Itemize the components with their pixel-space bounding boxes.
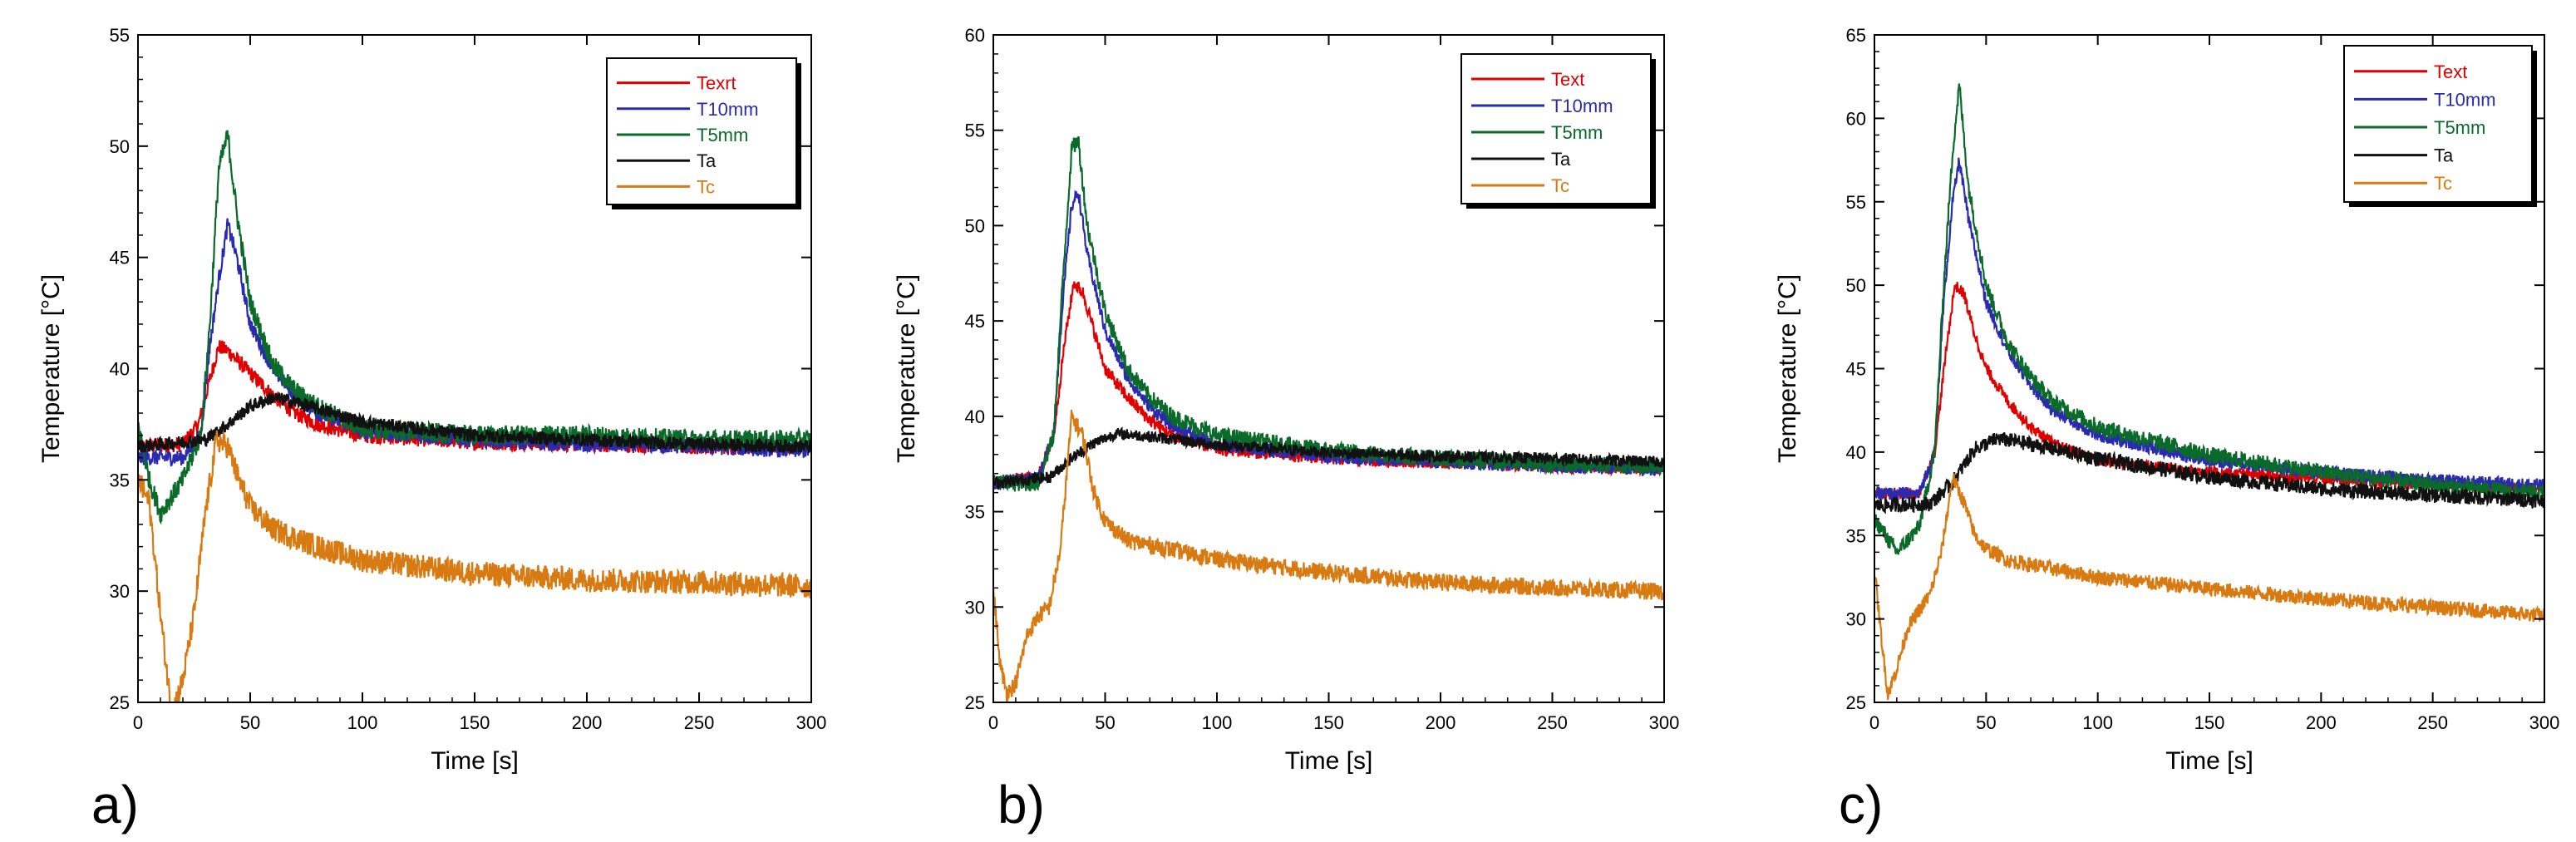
legend-label-text: Text [1551,69,1584,90]
y-tick-label: 25 [1846,692,1866,713]
x-tick-label: 200 [1426,712,1456,733]
x-tick-label: 300 [1649,712,1680,733]
x-tick-label: 50 [1095,712,1115,733]
panel-label: b) [997,775,1045,835]
legend: Text T10mm T5mm Ta Tc [1460,53,1656,209]
legend-label-t10mm: T10mm [697,99,759,120]
legend-label-text: Text [2434,62,2467,82]
x-tick-label: 150 [2194,712,2225,733]
y-tick-label: 55 [965,121,985,141]
panel-label: a) [91,775,139,835]
y-tick-label: 30 [1846,609,1866,630]
x-tick-label: 100 [2082,712,2113,733]
y-tick-label: 30 [965,597,985,618]
legend-label-tc: Tc [2434,173,2452,194]
x-tick-label: 0 [988,712,998,733]
x-tick-label: 50 [1976,712,1996,733]
y-tick-label: 50 [965,215,985,236]
legend-label-t5mm: T5mm [2434,117,2485,138]
series-line-t5mm [138,130,811,525]
x-tick-label: 100 [347,712,378,733]
y-tick-label: 40 [110,359,130,380]
y-tick-label: 30 [110,581,130,602]
x-tick-label: 0 [133,712,143,733]
x-tick-label: 150 [460,712,490,733]
series-line-tc [138,430,811,702]
chart-panel-c: 0 50 100 150 200 250 300 25 30 35 40 45 50 55 60 65 Time… [1774,25,2559,835]
series-line-tc [993,410,1664,702]
y-tick-label: 35 [110,470,130,490]
y-tick-label: 45 [110,248,130,268]
series-line-ta [138,392,811,455]
y-tick-label: 45 [965,311,985,332]
x-tick-label: 50 [240,712,260,733]
y-tick-label: 25 [965,692,985,713]
series-line-tc [1874,473,2544,700]
x-tick-label: 150 [1313,712,1344,733]
x-tick-label: 200 [2306,712,2337,733]
legend-label-t5mm: T5mm [1551,122,1603,143]
x-tick-label: 0 [1869,712,1879,733]
x-tick-label: 300 [796,712,827,733]
y-axis-title: Temperature [°C] [1774,274,1801,463]
y-tick-label: 25 [110,692,130,713]
x-tick-label: 200 [572,712,603,733]
series-line-t10mm [138,218,811,467]
legend-label-ta: Ta [1551,149,1571,170]
y-tick-label: 60 [1846,108,1866,129]
legend-label-t10mm: T10mm [1551,96,1613,116]
chart-panel-a: 0 50 100 150 200 250 300 25 30 35 40 45 50 55 Time [s]… [37,25,826,835]
y-tick-label: 60 [965,25,985,46]
y-tick-label: 40 [965,406,985,427]
y-tick-label: 40 [1846,442,1866,463]
chart-panel-b: 0 50 100 150 200 250 300 25 30 35 40 45 50 55 60 Time [… [893,25,1679,835]
y-tick-label: 50 [1846,275,1866,296]
legend-label-ta: Ta [2434,145,2454,166]
legend-label-t10mm: T10mm [2434,89,2496,110]
y-axis-title: Temperature [°C] [37,274,65,463]
y-axis-title: Temperature [°C] [893,274,920,463]
x-axis-title: Time [s] [431,747,519,775]
x-tick-label: 250 [2417,712,2448,733]
x-axis-title: Time [s] [1285,747,1373,775]
legend-label-ta: Ta [697,150,717,171]
x-axis-title: Time [s] [2165,747,2253,775]
y-tick-label: 55 [1846,192,1866,213]
legend-label-tc: Tc [697,176,715,197]
legend: Text T10mm T5mm Ta Tc [2343,45,2537,207]
legend-label-tc: Tc [1551,175,1569,196]
series-line-ta [1874,431,2544,515]
x-tick-label: 300 [2529,712,2560,733]
y-tick-label: 55 [110,25,130,46]
y-tick-label: 65 [1846,25,1866,46]
panel-label: c) [1839,775,1883,835]
x-tick-label: 250 [684,712,715,733]
legend: Texrt T10mm T5mm Ta Tc [606,57,801,209]
y-tick-label: 35 [965,502,985,523]
series-line-t5mm [1874,83,2544,555]
legend-label-texrt: Texrt [697,73,736,94]
series-line-ta [993,426,1664,490]
y-tick-label: 35 [1846,525,1866,546]
y-tick-label: 45 [1846,359,1866,380]
y-tick-label: 50 [110,136,130,157]
x-tick-label: 250 [1537,712,1568,733]
x-tick-label: 100 [1202,712,1233,733]
legend-label-t5mm: T5mm [697,125,748,145]
